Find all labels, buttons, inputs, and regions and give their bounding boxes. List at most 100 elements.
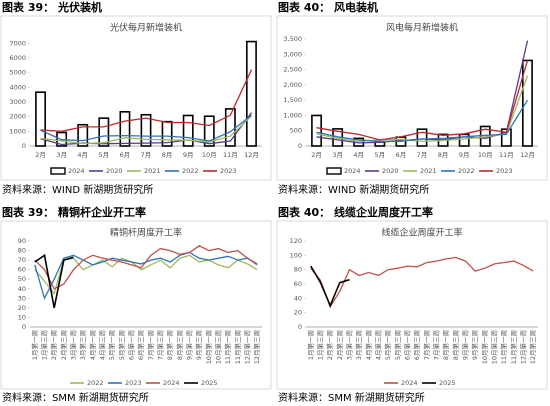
y-tick-label: 80 — [18, 247, 26, 255]
series-line — [316, 99, 529, 143]
x-tick-label: 5月 — [98, 151, 109, 159]
x-tick-label: 11月第三周 — [233, 330, 242, 364]
y-tick-label: 0 — [22, 323, 26, 331]
series-line — [40, 112, 253, 146]
x-tick-label: 10月第一周 — [204, 330, 213, 364]
x-tick-label: 5月 — [374, 151, 385, 159]
y-tick-label: 120 — [290, 237, 302, 245]
x-tick-label: 7月第三周 — [432, 330, 441, 360]
legend-label: 2021 — [420, 167, 437, 175]
legend-swatch — [50, 167, 66, 175]
series-line — [40, 69, 253, 132]
bar — [311, 114, 322, 147]
y-tick-label: 7000 — [9, 39, 26, 47]
legend-label: 2024 — [68, 167, 85, 175]
x-tick-label: 3月第一周 — [345, 330, 354, 360]
legend-label: 2022 — [458, 167, 475, 175]
x-tick-label: 11月 — [499, 151, 514, 159]
y-tick-label: 20 — [18, 304, 26, 312]
chart-title: 精铜杆周度开工率 — [110, 227, 182, 239]
bar — [161, 120, 173, 147]
x-tick-label: 5月第一周 — [383, 330, 392, 360]
panel-source: 资料来源：SMM 新湖期货研究所 — [278, 391, 425, 404]
x-tick-label: 4月 — [353, 151, 364, 159]
y-tick-label: 2,500 — [283, 66, 302, 74]
y-tick-label: 0 — [298, 142, 302, 150]
y-tick-label: 0 — [22, 142, 26, 150]
y-tick-label: 50 — [18, 275, 26, 283]
x-tick-label: 6月第三周 — [136, 330, 145, 360]
x-tick-label: 10月 — [478, 151, 493, 159]
x-tick-label: 3月第三周 — [354, 330, 363, 360]
x-tick-label: 8月 — [162, 151, 173, 159]
x-tick-label: 12月第三周 — [252, 330, 261, 364]
x-tick-label: 7月 — [141, 151, 152, 159]
x-tick-label: 3月第三周 — [78, 330, 87, 360]
x-tick-label: 6月第一周 — [127, 330, 136, 360]
panel-heading: 图表 39： 光伏装机 — [2, 0, 102, 14]
y-tick-label: 100 — [290, 251, 302, 259]
x-tick-label: 9月第一周 — [185, 330, 194, 360]
x-tick-label: 2月 — [311, 151, 322, 159]
y-tick-label: 6000 — [9, 54, 26, 62]
x-tick-label: 1月第一周 — [306, 330, 315, 360]
x-tick-label: 5月第三周 — [393, 330, 402, 360]
x-tick-label: 11月第一周 — [223, 330, 232, 364]
y-tick-label: 10 — [18, 313, 26, 321]
x-tick-label: 6月第三周 — [412, 330, 421, 360]
x-tick-label: 1月第三周 — [316, 330, 325, 360]
bar — [35, 91, 46, 147]
x-tick-label: 7月第一周 — [422, 330, 431, 360]
x-tick-label: 11月第一周 — [499, 330, 508, 364]
x-tick-label: 12月第一周 — [519, 330, 528, 364]
x-tick-label: 10月第一周 — [480, 330, 489, 364]
y-tick-label: 40 — [18, 285, 26, 293]
y-tick-label: 2,000 — [283, 81, 302, 89]
x-tick-label: 5月第一周 — [107, 330, 116, 360]
panel-frame — [276, 220, 548, 390]
x-tick-label: 4月第三周 — [374, 330, 383, 360]
x-tick-label: 8月第三周 — [451, 330, 460, 360]
series-line — [34, 245, 258, 290]
x-tick-label: 2月第一周 — [325, 330, 334, 360]
x-tick-label: 2月第三周 — [59, 330, 68, 360]
legend-label: 2023 — [496, 167, 513, 175]
x-tick-label: 2月第三周 — [335, 330, 344, 360]
x-tick-label: 12月 — [520, 151, 535, 159]
y-tick-label: 60 — [294, 280, 302, 288]
series-line — [316, 40, 529, 144]
y-tick-label: 80 — [294, 266, 302, 274]
panel-source: 资料来源：WIND 新湖期货研究所 — [278, 183, 429, 196]
series-line — [34, 253, 74, 309]
panel-heading: 图表 40： 风电装机 — [278, 0, 378, 14]
x-tick-label: 1月第三周 — [40, 330, 49, 360]
bar — [203, 115, 215, 147]
chart-title: 光伏每月新增装机 — [110, 22, 182, 34]
bar — [140, 113, 152, 147]
x-tick-label: 10月 — [202, 151, 217, 159]
bar — [182, 114, 194, 147]
legend-label: 2024 — [344, 167, 361, 175]
x-tick-label: 3月 — [332, 151, 343, 159]
legend-label: 2024 — [401, 379, 418, 387]
legend-label: 2022 — [87, 379, 104, 387]
series-line — [40, 114, 252, 142]
y-tick-label: 4000 — [9, 83, 26, 91]
x-tick-label: 3月 — [56, 151, 67, 159]
y-tick-label: 60 — [18, 266, 26, 274]
legend-label: 2025 — [439, 379, 456, 387]
y-tick-label: 1,000 — [283, 111, 302, 119]
x-tick-label: 10月第三周 — [214, 330, 223, 364]
legend-label: 2022 — [182, 167, 199, 175]
x-tick-label: 7月第三周 — [156, 330, 165, 360]
x-tick-label: 1月第一周 — [30, 330, 39, 360]
legend-label: 2020 — [106, 167, 123, 175]
x-tick-label: 6月 — [396, 151, 407, 159]
x-tick-label: 9月 — [459, 151, 470, 159]
x-tick-label: 12月第一周 — [243, 330, 252, 364]
y-tick-label: 5000 — [9, 69, 26, 77]
x-tick-label: 9月 — [183, 151, 194, 159]
bar — [246, 40, 257, 147]
x-tick-label: 8月第一周 — [165, 330, 174, 360]
